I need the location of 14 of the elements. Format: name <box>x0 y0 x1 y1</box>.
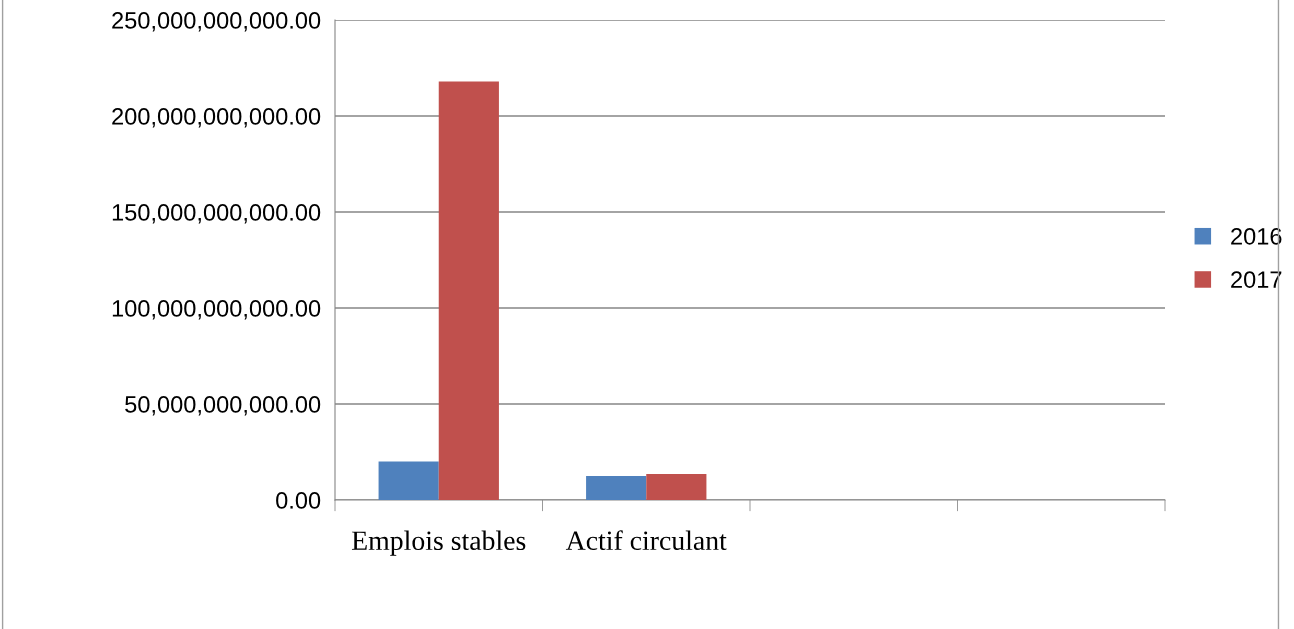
bar <box>646 474 707 500</box>
y-tick-label: 100,000,000,000.00 <box>112 300 321 320</box>
x-tick-label: Emplois stables <box>351 530 526 556</box>
x-tick-label: Actif circulant <box>565 530 727 551</box>
bar <box>586 476 647 500</box>
legend-label: 2016 <box>1231 227 1282 245</box>
y-tick-label: 200,000,000,000.00 <box>112 108 321 128</box>
bar <box>378 461 439 500</box>
y-tick-label: 50,000,000,000.00 <box>125 396 321 416</box>
y-tick-label: 250,000,000,000.00 <box>112 12 321 32</box>
y-tick-label: 150,000,000,000.00 <box>112 204 321 224</box>
bar <box>438 81 499 500</box>
y-tick-label: 0.00 <box>276 492 321 509</box>
legend-label: 2017 <box>1231 271 1282 288</box>
